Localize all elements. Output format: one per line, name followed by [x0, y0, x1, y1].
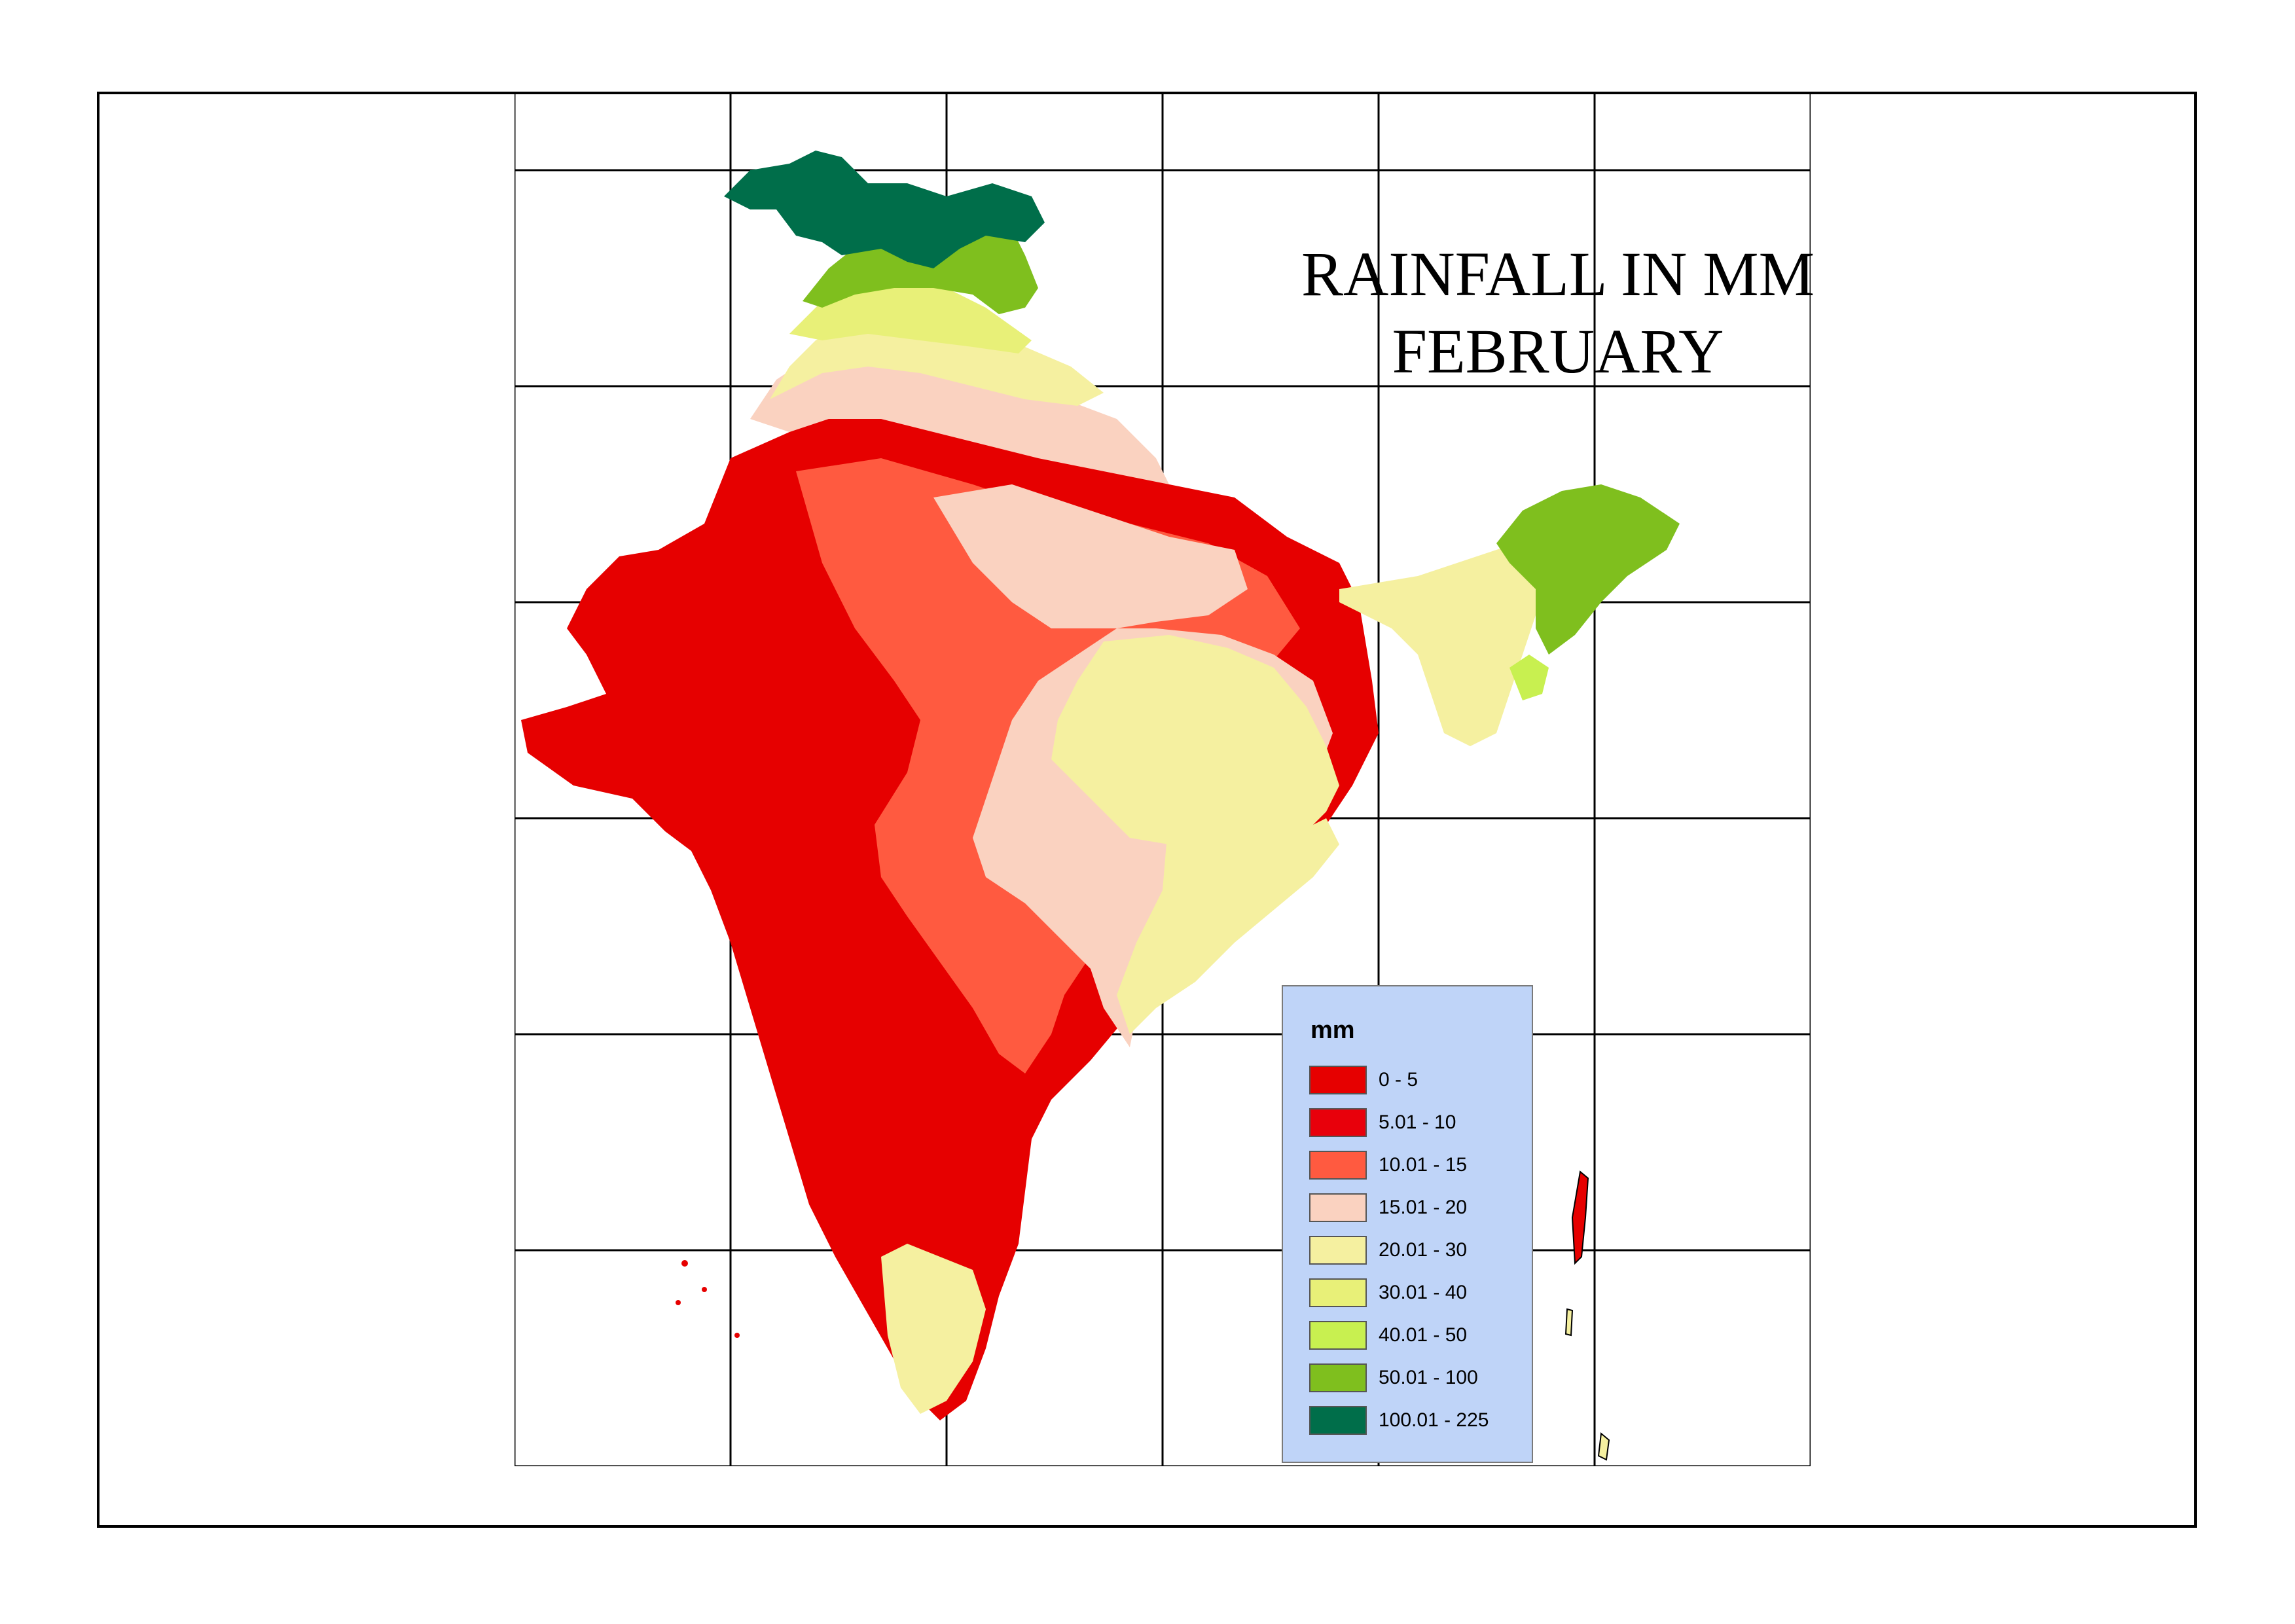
rainfall-zones: [521, 151, 1680, 1420]
india-rainfall-map: [515, 92, 1811, 1466]
legend-item: 30.01 - 40: [1309, 1278, 1467, 1308]
legend-label: 0 - 5: [1379, 1069, 1419, 1091]
legend-swatch: [1309, 1066, 1367, 1094]
legend-label: 30.01 - 40: [1379, 1282, 1468, 1303]
legend-label: 100.01 - 225: [1379, 1409, 1489, 1431]
zone-20-30mm-northeast: [1339, 537, 1575, 746]
legend-label: 10.01 - 15: [1379, 1154, 1468, 1176]
legend-swatch: [1309, 1321, 1367, 1350]
map-area: [515, 92, 1811, 1466]
zone-20-30mm-north: [770, 314, 1104, 406]
lakshadweep-islands: [676, 1260, 740, 1338]
title-line-2: FEBRUARY: [1392, 316, 1724, 386]
legend-label: 15.01 - 20: [1379, 1197, 1468, 1218]
legend-label: 20.01 - 30: [1379, 1239, 1468, 1261]
legend-swatch: [1309, 1236, 1367, 1265]
legend-item: 100.01 - 225: [1309, 1405, 1489, 1435]
legend-title: mm: [1310, 1017, 1355, 1044]
legend-item: 10.01 - 15: [1309, 1150, 1467, 1180]
legend-label: 40.01 - 50: [1379, 1324, 1468, 1346]
legend-item: 50.01 - 100: [1309, 1363, 1478, 1393]
legend-swatch: [1309, 1406, 1367, 1435]
legend-item: 5.01 - 10: [1309, 1108, 1456, 1138]
zone-100-225mm-kashmir: [724, 151, 1045, 268]
andaman-nicobar-islands: [1564, 1170, 1610, 1461]
legend-swatch: [1309, 1108, 1367, 1137]
legend-label: 5.01 - 10: [1379, 1111, 1456, 1133]
title-line-1: RAINFALL IN MM: [1301, 239, 1815, 309]
legend: mm 0 - 5 5.01 - 10 10.01 - 15 15.01 - 20 20.…: [1282, 985, 1533, 1463]
legend-item: 0 - 5: [1309, 1065, 1418, 1095]
zone-50-100mm-northeast: [1496, 484, 1680, 655]
legend-item: 40.01 - 50: [1309, 1320, 1467, 1350]
map-frame: [97, 92, 2197, 1528]
zone-40-50mm-northeast: [1509, 655, 1549, 700]
legend-label: 50.01 - 100: [1379, 1367, 1478, 1388]
zone-20-30mm-south: [881, 1244, 986, 1414]
zone-15-20mm-north: [750, 340, 1169, 484]
zone-20-30mm-central: [1051, 635, 1339, 857]
legend-swatch: [1309, 1363, 1367, 1392]
legend-swatch: [1309, 1193, 1367, 1222]
legend-item: 15.01 - 20: [1309, 1193, 1467, 1223]
zone-20-30mm-east-coast: [1117, 812, 1339, 1034]
map-title: RAINFALL IN MM FEBRUARY: [1283, 236, 1833, 390]
legend-swatch: [1309, 1278, 1367, 1307]
legend-item: 20.01 - 30: [1309, 1235, 1467, 1265]
legend-swatch: [1309, 1151, 1367, 1180]
